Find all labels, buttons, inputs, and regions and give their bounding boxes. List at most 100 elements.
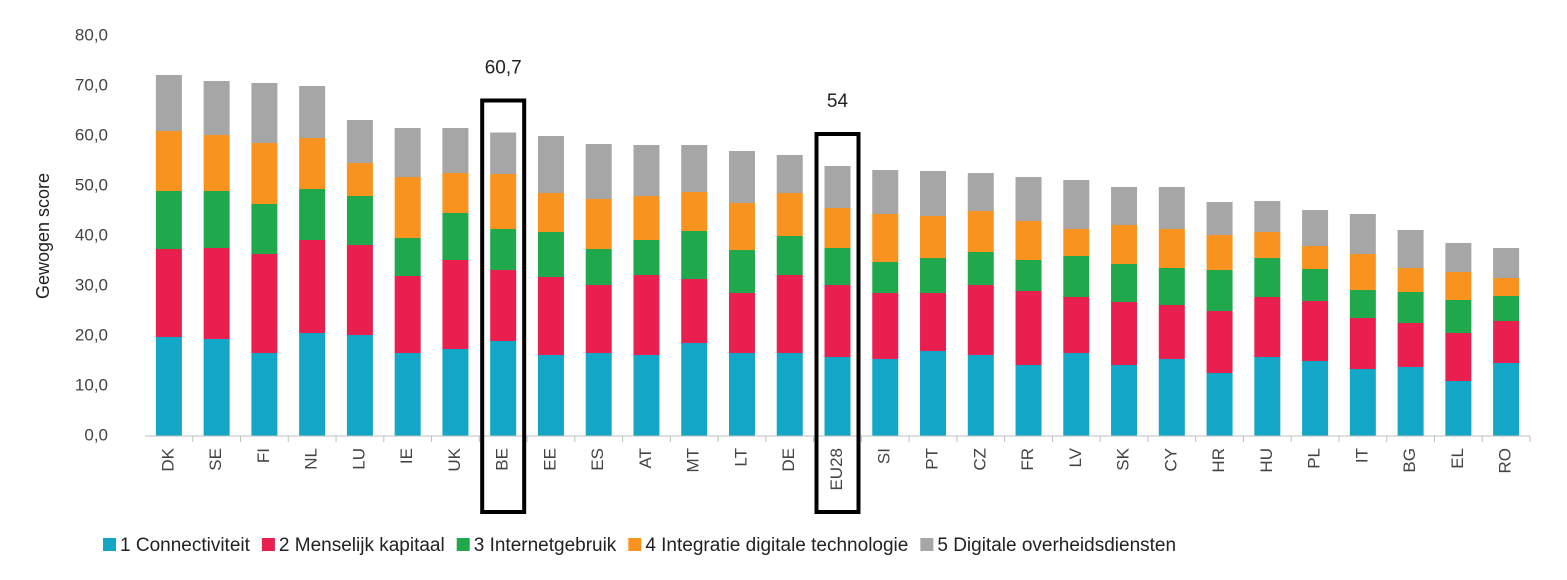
bar-segment (203, 81, 230, 135)
annotation: 54 (827, 91, 849, 112)
bar-segment (633, 275, 660, 355)
x-tick-label: NL (302, 448, 321, 470)
bar-segment (585, 144, 612, 199)
x-tick-label: AT (636, 448, 655, 468)
bar-segment (490, 132, 517, 174)
y-tick-label: 30,0 (75, 275, 108, 294)
bar-segment (824, 285, 851, 357)
bar-segment (1206, 202, 1233, 235)
x-tick-label: CY (1161, 448, 1180, 472)
bar-segment (776, 353, 803, 436)
bar-segment (1111, 264, 1138, 302)
x-tick-label: BE (493, 448, 512, 471)
bar-segment (728, 203, 755, 250)
bar-segment (346, 245, 373, 335)
bar-segment (681, 343, 708, 436)
bar-segment (1206, 311, 1233, 373)
bar-segment (346, 335, 373, 436)
bar-segment (1445, 381, 1472, 436)
legend-swatch (103, 538, 116, 551)
bar-segment (967, 211, 994, 252)
bar-segment (1111, 302, 1138, 365)
legend-label: 3 Internetgebruik (474, 535, 617, 556)
bar-segment (251, 83, 278, 143)
bar-segment (299, 86, 326, 138)
bar-segment (442, 213, 469, 260)
y-tick-label: 10,0 (75, 375, 108, 394)
x-tick-label: PT (923, 448, 942, 470)
bar-segment (203, 339, 230, 436)
bar-segment (728, 250, 755, 293)
bar-segment (1158, 268, 1185, 305)
bar-segment (920, 293, 947, 351)
bar-segment (1397, 323, 1424, 367)
bar-segment (1302, 210, 1329, 246)
bar-segment (585, 249, 612, 285)
y-tick-label: 70,0 (75, 75, 108, 94)
bar-segment (1302, 361, 1329, 436)
bar-segment (1349, 214, 1376, 254)
x-tick-label: HR (1209, 448, 1228, 473)
y-tick-label: 60,0 (75, 125, 108, 144)
bar-segment (203, 248, 230, 339)
bar-segment (824, 208, 851, 248)
bar-segment (155, 191, 182, 249)
bar-segment (1397, 292, 1424, 323)
bar-segment (681, 145, 708, 192)
bar-segment (394, 177, 421, 238)
bar-segment (1158, 359, 1185, 436)
bar-segment (299, 333, 326, 436)
legend-label: 4 Integratie digitale technologie (645, 535, 908, 556)
bar-segment (872, 214, 899, 262)
x-tick-label: DE (779, 448, 798, 472)
bar-segment (633, 196, 660, 240)
bar-segment (681, 279, 708, 343)
bar-segment (967, 173, 994, 211)
bar-segment (920, 216, 947, 258)
bar-segment (967, 252, 994, 285)
bar-segment (585, 199, 612, 249)
x-tick-label: SK (1114, 447, 1133, 470)
bar-segment (681, 192, 708, 231)
bar-segment (1254, 357, 1281, 436)
bar-segment (1493, 321, 1520, 363)
bar-segment (251, 254, 278, 353)
bar-segment (920, 258, 947, 293)
bar-segment (394, 276, 421, 353)
x-tick-label: HU (1257, 448, 1276, 473)
bar-segment (1015, 365, 1042, 436)
x-tick-label: MT (684, 448, 703, 473)
bar-segment (299, 240, 326, 333)
y-tick-label: 50,0 (75, 175, 108, 194)
bar-segment (394, 128, 421, 177)
bar-segment (1349, 318, 1376, 369)
x-tick-label: EL (1448, 448, 1467, 469)
bar-segment (872, 262, 899, 293)
x-tick-label: EU28 (827, 448, 846, 491)
bar-segment (1206, 270, 1233, 311)
bar-segment (1302, 269, 1329, 301)
bar-segment (1302, 301, 1329, 361)
bar-segment (967, 285, 994, 355)
highlight-box (480, 98, 527, 514)
bar-segment (1254, 258, 1281, 297)
bar-segment (203, 135, 230, 191)
x-tick-label: CZ (970, 448, 989, 471)
legend-label: 1 Connectiviteit (120, 535, 251, 556)
bar-segment (1063, 297, 1090, 353)
bar-segment (1063, 353, 1090, 436)
legend-label: 2 Menselijk kapitaal (279, 535, 445, 556)
y-tick-label: 80,0 (75, 25, 108, 44)
bar-segment (1254, 201, 1281, 232)
x-tick-label: ES (588, 448, 607, 471)
bar-segment (1493, 278, 1520, 296)
bar-segment (346, 163, 373, 196)
bar-segment (394, 238, 421, 276)
bar-segment (1063, 229, 1090, 256)
bar-segment (1015, 291, 1042, 365)
bar-segment (1254, 232, 1281, 258)
x-tick-label: IT (1352, 448, 1371, 463)
bar-segment (1158, 187, 1185, 229)
bar-segment (155, 337, 182, 436)
bar-segment (1111, 225, 1138, 264)
